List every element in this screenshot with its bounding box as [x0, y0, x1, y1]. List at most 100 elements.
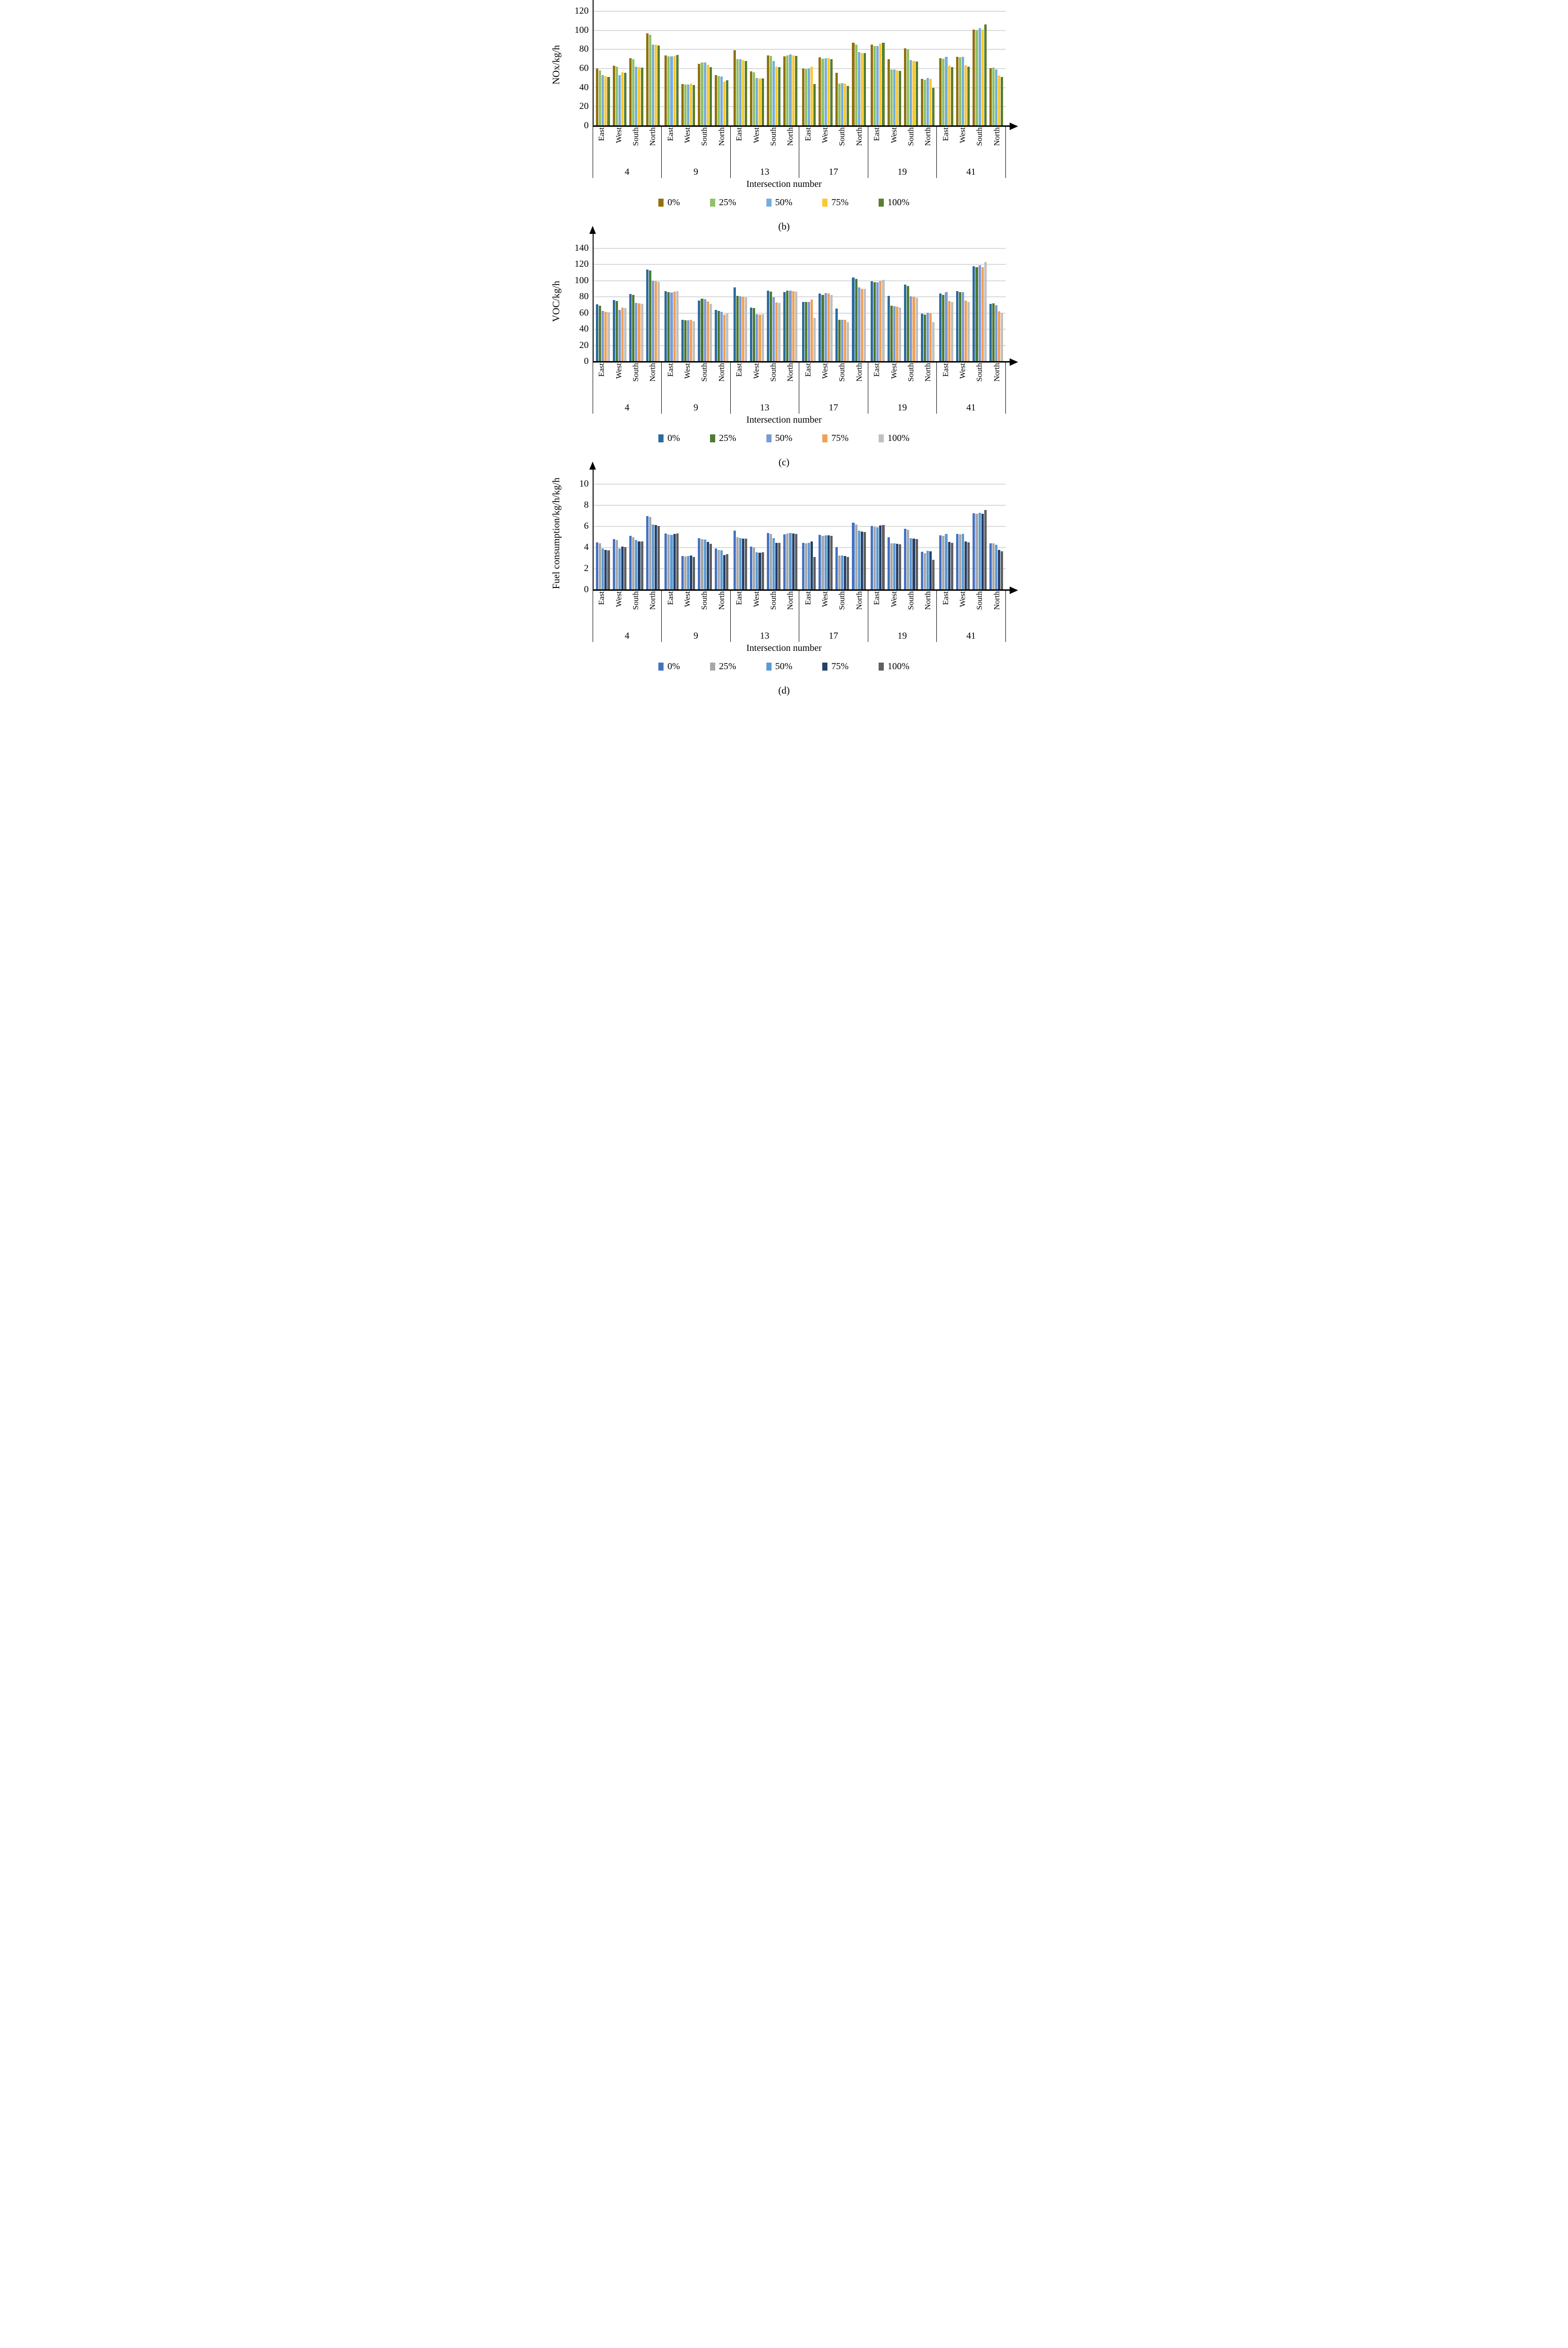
bar-25% — [942, 536, 945, 590]
direction-labels: East West South North — [593, 126, 662, 163]
direction-label-east: East — [593, 363, 610, 399]
group-number: 13 — [760, 167, 770, 177]
bar-75% — [879, 44, 882, 126]
bar-75% — [690, 83, 693, 126]
direction-cell-south — [903, 48, 919, 126]
legend-swatch-icon — [710, 434, 715, 442]
bar-0% — [973, 29, 975, 126]
direction-label-text: East — [872, 591, 881, 605]
direction-label-south: South — [696, 127, 713, 163]
bar-75% — [948, 65, 950, 126]
bar-100% — [641, 541, 643, 590]
direction-cell-south — [903, 284, 919, 362]
bar-0% — [646, 33, 649, 126]
bar-0% — [766, 55, 769, 126]
bar-100% — [882, 280, 885, 362]
bar-100% — [899, 544, 902, 590]
direction-label-text: East — [665, 363, 675, 377]
group-number: 19 — [897, 402, 907, 413]
bar-100% — [1001, 312, 1004, 362]
bar-group-13 — [731, 50, 800, 126]
bar-50% — [807, 301, 811, 362]
legend-item-0%: 0% — [658, 662, 680, 671]
legend-swatch-icon — [766, 662, 772, 671]
bar-100% — [676, 291, 679, 362]
direction-cell-north — [988, 543, 1005, 590]
direction-label-west: West — [610, 591, 627, 627]
direction-cell-west — [817, 293, 834, 362]
bar-50% — [618, 75, 621, 126]
bar-group-13 — [731, 287, 800, 362]
bar-75% — [844, 320, 847, 362]
bar-100% — [693, 321, 695, 362]
group-cell-4: East West South North 4 — [592, 126, 662, 178]
bar-50% — [962, 533, 965, 590]
bars-layer — [594, 248, 1006, 362]
bar-25% — [804, 302, 807, 362]
direction-cell-north — [919, 550, 936, 590]
bar-50% — [824, 58, 827, 126]
y-axis-line — [592, 233, 594, 362]
bar-0% — [956, 56, 958, 126]
direction-label-west: West — [679, 127, 695, 163]
direction-cell-east — [663, 291, 680, 362]
direction-label-south: South — [971, 127, 988, 163]
bars-layer — [594, 11, 1006, 126]
bar-100% — [813, 318, 816, 362]
direction-cell-west — [886, 537, 903, 590]
bar-50% — [703, 62, 706, 126]
bar-75% — [827, 58, 830, 126]
direction-cell-west — [955, 56, 972, 126]
bar-100% — [830, 59, 833, 126]
direction-label-west: West — [816, 127, 833, 163]
y-tick-label: 40 — [579, 82, 589, 93]
direction-label-west: West — [748, 591, 765, 627]
bar-25% — [684, 320, 687, 362]
bar-50% — [857, 287, 860, 362]
legend-item-75%: 75% — [822, 433, 849, 443]
bar-100% — [778, 542, 781, 590]
bar-100% — [744, 538, 748, 590]
bar-50% — [756, 78, 758, 126]
direction-labels: East West South North — [799, 590, 868, 627]
bar-75% — [621, 546, 624, 590]
bar-75% — [723, 315, 726, 362]
bar-100% — [847, 322, 850, 362]
direction-label-text: South — [631, 591, 640, 610]
direction-labels: East West South North — [662, 362, 730, 399]
direction-label-east: East — [937, 591, 954, 627]
direction-label-west: West — [679, 363, 695, 399]
y-axis-arrow-icon — [589, 462, 596, 470]
bar-50% — [789, 54, 792, 126]
direction-label-text: West — [958, 127, 967, 143]
bar-50% — [703, 540, 706, 590]
bar-25% — [753, 548, 756, 590]
group-cell-9: East West South North 9 — [661, 590, 730, 642]
direction-cell-east — [869, 43, 886, 126]
bar-75% — [758, 315, 761, 362]
bar-group-41 — [937, 262, 1005, 362]
direction-label-text: East — [872, 363, 881, 377]
bar-0% — [750, 307, 753, 362]
category-band: East West South North 4 East West South North 9 Ea… — [592, 362, 1006, 414]
chart-c-row: VOC/kg/h 0 20 40 60 80 100 120 140 — [549, 226, 1019, 366]
bar-100% — [1001, 551, 1004, 590]
direction-label-south: South — [696, 591, 713, 627]
direction-label-west: West — [679, 591, 695, 627]
bar-75% — [929, 79, 932, 126]
legend-swatch-icon — [879, 662, 884, 671]
bar-group-9 — [662, 54, 731, 126]
plot — [592, 248, 1010, 363]
bar-0% — [802, 69, 804, 126]
x-axis-line — [592, 125, 1010, 127]
direction-cell-south — [971, 24, 988, 126]
x-axis-arrow-icon — [1009, 358, 1018, 366]
group-cell-17: East West South North 17 — [799, 362, 868, 414]
direction-label-east: East — [799, 591, 816, 627]
bar-25% — [873, 282, 876, 362]
bar-75% — [792, 55, 795, 126]
direction-label-north: North — [713, 363, 730, 399]
direction-label-text: West — [683, 591, 692, 607]
bar-25% — [975, 30, 978, 126]
bar-50% — [720, 77, 723, 126]
